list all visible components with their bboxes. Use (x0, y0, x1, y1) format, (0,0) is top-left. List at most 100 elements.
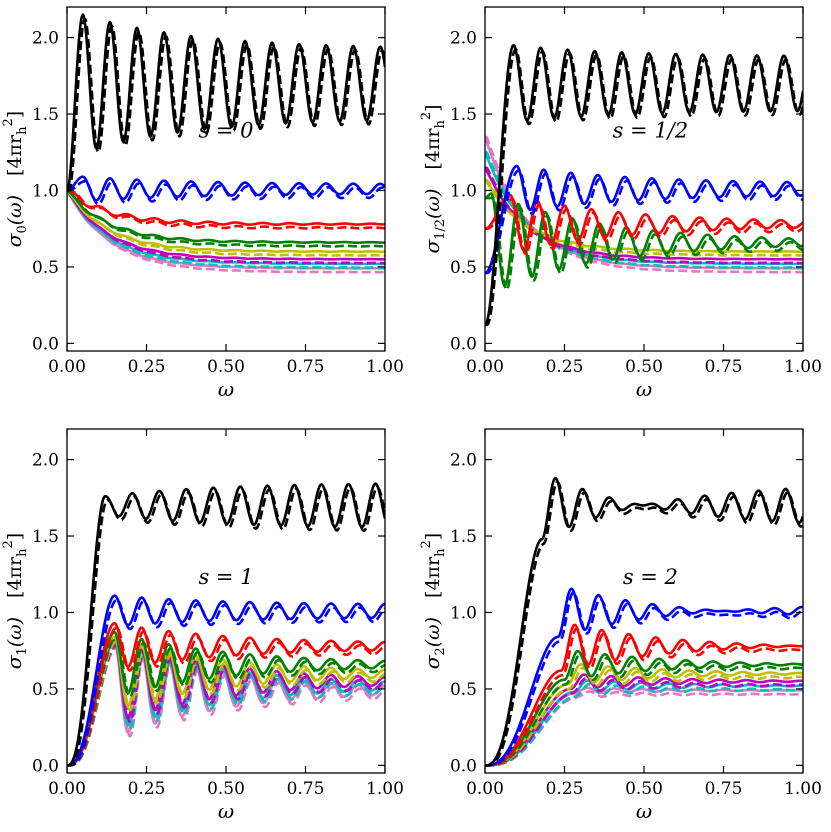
series-line-l=3-solid (67, 631, 385, 767)
panel-annotation: s = 1 (198, 565, 253, 589)
x-tick-label: 0.25 (546, 779, 584, 799)
series-group (485, 476, 803, 767)
series-line-l=1-dashed (67, 598, 385, 767)
y-tick-label: 0.5 (450, 258, 477, 278)
series-line-l=0-dashed (67, 486, 385, 767)
panel-annotation: s = 0 (198, 119, 253, 143)
y-tick-label: 2.0 (32, 451, 59, 471)
series-line-l=1-dashed (67, 179, 385, 206)
series-line-l=5-solid (67, 189, 385, 261)
x-tick-label: 1.00 (366, 357, 404, 377)
series-line-l=2-dashed (67, 189, 385, 230)
y-tick-label: 0.0 (450, 334, 477, 354)
series-line-l=4-dashed (67, 639, 385, 767)
x-axis-label: ω (636, 377, 652, 401)
y-tick-label: 1.0 (32, 181, 59, 201)
x-tick-label: 0.75 (705, 779, 743, 799)
x-tick-label: 1.00 (784, 779, 822, 799)
series-group (485, 43, 803, 327)
series-line-l=0-solid (485, 476, 803, 767)
series-line-l=0-dashed (485, 48, 803, 327)
x-tick-label: 0.00 (48, 779, 86, 799)
y-tick-label: 0.5 (32, 258, 59, 278)
y-tick-label: 0.5 (32, 680, 59, 700)
series-line-l=6-dashed (67, 189, 385, 270)
series-line-l=3-solid (485, 649, 803, 767)
series-line-l=1-dashed (485, 168, 803, 275)
chart-panel-3: 0.00 0.25 0.50 0.75 1.00 0.0 0.5 1.0 1.5 2.0 ω σ2(ω… (419, 428, 822, 823)
x-tick-label: 1.00 (784, 357, 822, 377)
series-line-l=0-solid (67, 13, 385, 192)
x-tick-label: 0.75 (287, 357, 325, 377)
series-line-l=5-solid (67, 638, 385, 767)
y-tick-label: 1.5 (32, 527, 59, 547)
series-line-l=4-solid (67, 189, 385, 254)
series-line-l=2-solid (67, 621, 385, 767)
y-tick-label: 1.0 (450, 181, 477, 201)
series-line-l=2-dashed (485, 627, 803, 767)
series-line-l=3-dashed (485, 196, 803, 291)
y-tick-label: 0.0 (32, 334, 59, 354)
chart-panel-1: 0.00 0.25 0.50 0.75 1.00 0.0 0.5 1.0 1.5 2.0 ω σ1/2… (419, 6, 822, 401)
x-tick-label: 0.25 (128, 779, 166, 799)
y-tick-label: 1.5 (450, 527, 477, 547)
y-tick-label: 2.0 (450, 451, 477, 471)
x-axis-label: ω (636, 799, 652, 823)
y-tick-label: 2.0 (450, 29, 477, 49)
series-line-l=7-dashed (67, 189, 385, 274)
x-tick-label: 0.00 (48, 357, 86, 377)
y-tick-label: 0.0 (32, 756, 59, 776)
series-group (67, 13, 385, 274)
series-line-l=3-dashed (485, 653, 803, 767)
series-line-l=4-dashed (67, 189, 385, 257)
y-tick-label: 1.0 (32, 603, 59, 623)
x-axis-label: ω (218, 377, 234, 401)
series-line-l=3-dashed (67, 635, 385, 767)
chart-panel-2: 0.00 0.25 0.50 0.75 1.00 0.0 0.5 1.0 1.5 2.0 ω σ1(ω… (1, 428, 404, 823)
y-axis-label: σ1(ω) [4πrh2] (1, 533, 30, 669)
series-line-l=2-solid (67, 189, 385, 227)
x-tick-label: 0.75 (287, 779, 325, 799)
series-line-l=2-solid (485, 623, 803, 767)
series-line-l=1-dashed (485, 591, 803, 767)
series-line-l=3-dashed (67, 189, 385, 248)
x-tick-label: 1.00 (366, 779, 404, 799)
x-tick-label: 0.50 (625, 779, 663, 799)
series-line-l=5-dashed (485, 166, 803, 265)
x-tick-label: 0.25 (128, 357, 166, 377)
series-line-l=5-dashed (67, 189, 385, 265)
series-line-l=4-dashed (485, 178, 803, 257)
y-axis-label: σ0(ω) [4πrh2] (1, 111, 30, 247)
x-tick-label: 0.50 (625, 357, 663, 377)
x-tick-label: 0.25 (546, 357, 584, 377)
series-line-l=5-dashed (485, 677, 803, 767)
y-axis-label: σ2(ω) [4πrh2] (419, 533, 448, 669)
series-line-l=0-solid (485, 43, 803, 327)
series-line-l=1-solid (485, 587, 803, 767)
series-group (67, 482, 385, 767)
series-line-l=2-dashed (67, 625, 385, 767)
x-tick-label: 0.00 (466, 357, 504, 377)
y-tick-label: 1.5 (32, 105, 59, 125)
series-line-l=3-solid (485, 192, 803, 288)
series-line-l=3-solid (67, 189, 385, 245)
series-line-l=2-dashed (485, 197, 803, 256)
panel-annotation: s = 1/2 (613, 119, 689, 143)
panel-annotation: s = 2 (623, 565, 678, 589)
x-tick-label: 0.50 (207, 779, 245, 799)
series-line-l=6-dashed (485, 683, 803, 767)
chart-panel-0: 0.00 0.25 0.50 0.75 1.00 0.0 0.5 1.0 1.5 2.0 ω σ0(ω… (1, 6, 404, 401)
y-tick-label: 0.5 (450, 680, 477, 700)
y-tick-label: 0.0 (450, 756, 477, 776)
y-tick-label: 1.5 (450, 105, 477, 125)
x-tick-label: 0.00 (466, 779, 504, 799)
y-tick-label: 1.0 (450, 603, 477, 623)
series-line-l=6-solid (67, 640, 385, 767)
x-tick-label: 0.75 (705, 357, 743, 377)
series-line-l=0-dashed (485, 480, 803, 767)
x-axis-label: ω (218, 799, 234, 823)
x-tick-label: 0.50 (207, 357, 245, 377)
series-line-l=1-solid (485, 164, 803, 275)
series-line-l=4-dashed (485, 666, 803, 767)
